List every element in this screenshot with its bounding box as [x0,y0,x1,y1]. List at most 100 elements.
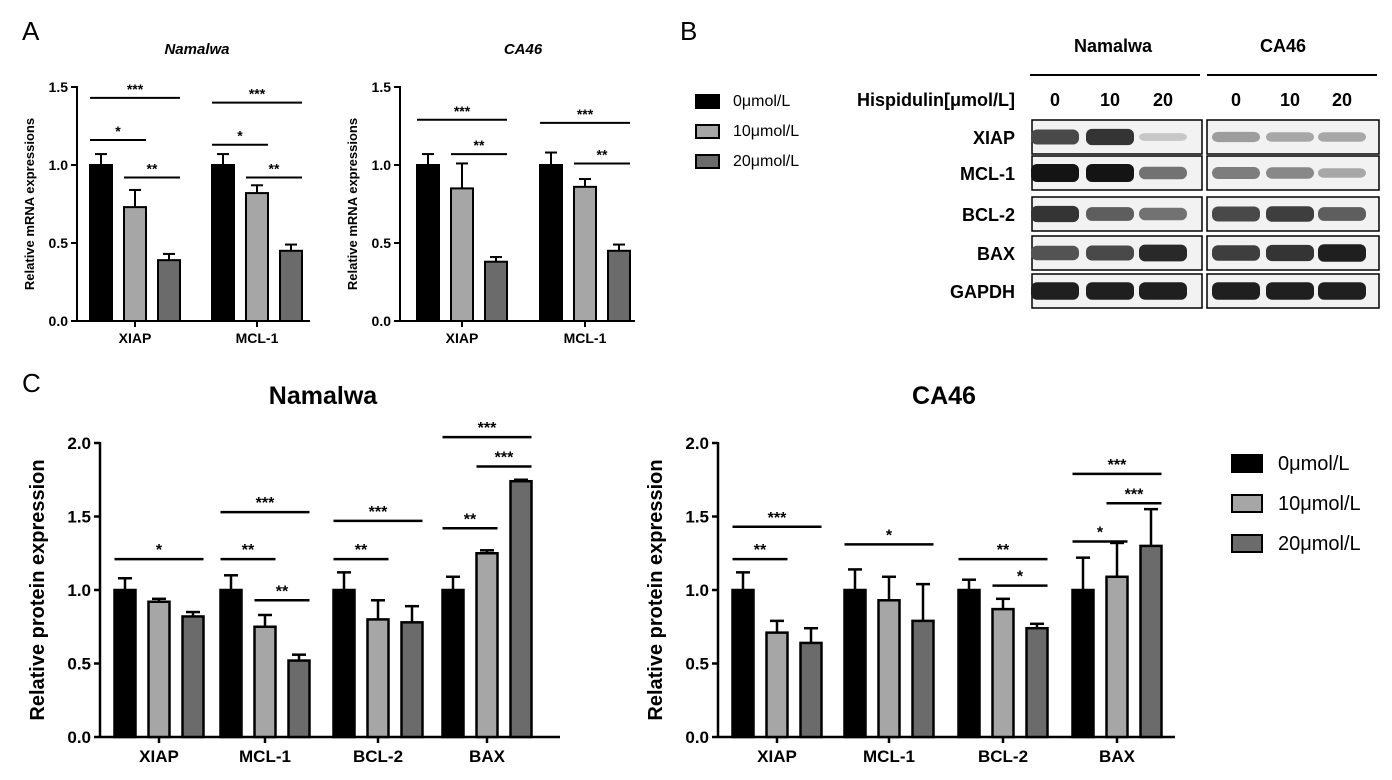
chart-title: Namalwa [269,382,378,410]
significance-label: ** [276,583,289,600]
blot-band [1086,245,1134,261]
bar [113,588,137,739]
y-tick-label: 0.5 [372,235,392,251]
blot-dose-ca46-10: 10 [1280,90,1300,110]
bar [441,588,465,739]
significance-label: *** [495,450,514,467]
significance-label: *** [768,510,787,527]
legend-label: 0μmol/L [733,93,790,110]
blot-band [1086,282,1134,300]
bar [484,260,508,322]
category-label: MCL-1 [239,747,291,766]
bar [765,631,789,739]
legend-label: 10μmol/L [1278,493,1361,515]
y-tick-label: 0.0 [67,728,91,747]
significance-label: *** [454,103,471,119]
blot-protein-label: BCL-2 [962,205,1015,225]
chart-a-namalwa: Namalwa Relative mRNA expressions 0.0 0.5 1.… [22,41,310,346]
legend-swatch [1231,494,1263,513]
blot-dose-ca46-0: 0 [1231,90,1241,110]
significance-label: * [115,123,121,139]
legend-label: 0μmol/L [1278,453,1350,475]
significance-label: ** [997,542,1010,559]
bar [89,164,113,322]
chart-title: Namalwa [164,41,229,58]
bar [181,615,205,739]
blot-band [1318,282,1366,300]
y-tick-label: 0.5 [685,654,709,673]
significance-label: *** [249,86,266,102]
significance-label: *** [1108,457,1127,474]
bar [731,588,755,739]
significance-label: ** [597,146,608,162]
blot-band [1139,207,1187,221]
blot-band [1139,282,1187,300]
bar [400,621,424,739]
legend-panel-c: 0μmol/L 10μmol/L 20μmol/L [1231,453,1361,555]
category-label: BAX [1099,747,1136,766]
y-tick-label: 0.0 [49,313,69,329]
blot-dose-ca46-20: 20 [1332,90,1352,110]
category-label: MCL-1 [863,747,915,766]
y-axis-label: Relative protein expression [27,459,49,720]
y-tick-label: 1.5 [685,507,709,526]
significance-label: *** [127,81,144,97]
bar [253,625,277,739]
panel-letter-c: C [22,368,41,398]
legend-swatch [695,154,720,169]
y-tick-label: 0.5 [67,654,91,673]
bar [211,164,235,322]
blot-band [1031,282,1079,300]
legend-swatch [695,94,720,109]
blot-dose-namalwa-20: 20 [1153,90,1173,110]
category-label: MCL-1 [564,330,607,346]
blot-dose-namalwa-10: 10 [1100,90,1120,110]
bar [539,164,563,322]
significance-label: * [1017,569,1024,586]
blot-band [1212,245,1260,261]
legend-swatch [1231,534,1263,553]
category-label: XIAP [446,330,479,346]
bar [416,164,440,322]
chart-title: CA46 [912,382,976,410]
bar [1105,575,1129,739]
blot-protein-label: GAPDH [950,282,1015,302]
y-tick-label: 1.0 [67,581,91,600]
significance-label: *** [369,504,388,521]
bar [957,588,981,739]
category-label: BCL-2 [978,747,1028,766]
blot-band [1139,166,1187,180]
chart-c-ca46: CA46 Relative protein expression 0.0 0.5 1.0… [645,382,1175,766]
bar [509,479,533,739]
y-axis-label: Relative mRNA expressions [22,118,37,290]
significance-label: *** [478,420,497,437]
legend-label: 20μmol/L [733,153,799,170]
y-tick-label: 1.5 [372,79,392,95]
panel-letter-a: A [22,16,40,46]
legend-swatch [1231,454,1263,473]
blot-band [1266,167,1314,179]
legend-panel-a: 0μmol/L 10μmol/L 20μmol/L [695,93,799,170]
blot-band [1031,245,1079,261]
blot-band [1266,282,1314,300]
legend-swatch [695,124,720,139]
blot-band [1212,131,1260,143]
blot-protein-label: BAX [977,244,1015,264]
y-tick-label: 1.0 [49,157,69,173]
bar [245,192,269,322]
significance-label: *** [1125,486,1144,503]
blot-treatment-label: Hispidulin[μmol/L] [857,90,1015,110]
category-label: XIAP [757,747,797,766]
y-axis-label: Relative protein expression [645,459,667,720]
bar [287,659,311,739]
blot-band [1086,128,1134,146]
blot-band [1266,132,1314,142]
legend-label: 20μmol/L [1278,533,1361,555]
blot-band [1031,205,1079,223]
y-tick-label: 1.5 [49,79,69,95]
bar [366,618,390,739]
significance-label: *** [577,106,594,122]
bar [219,588,243,739]
blot-band [1139,244,1187,262]
bar [911,619,935,739]
